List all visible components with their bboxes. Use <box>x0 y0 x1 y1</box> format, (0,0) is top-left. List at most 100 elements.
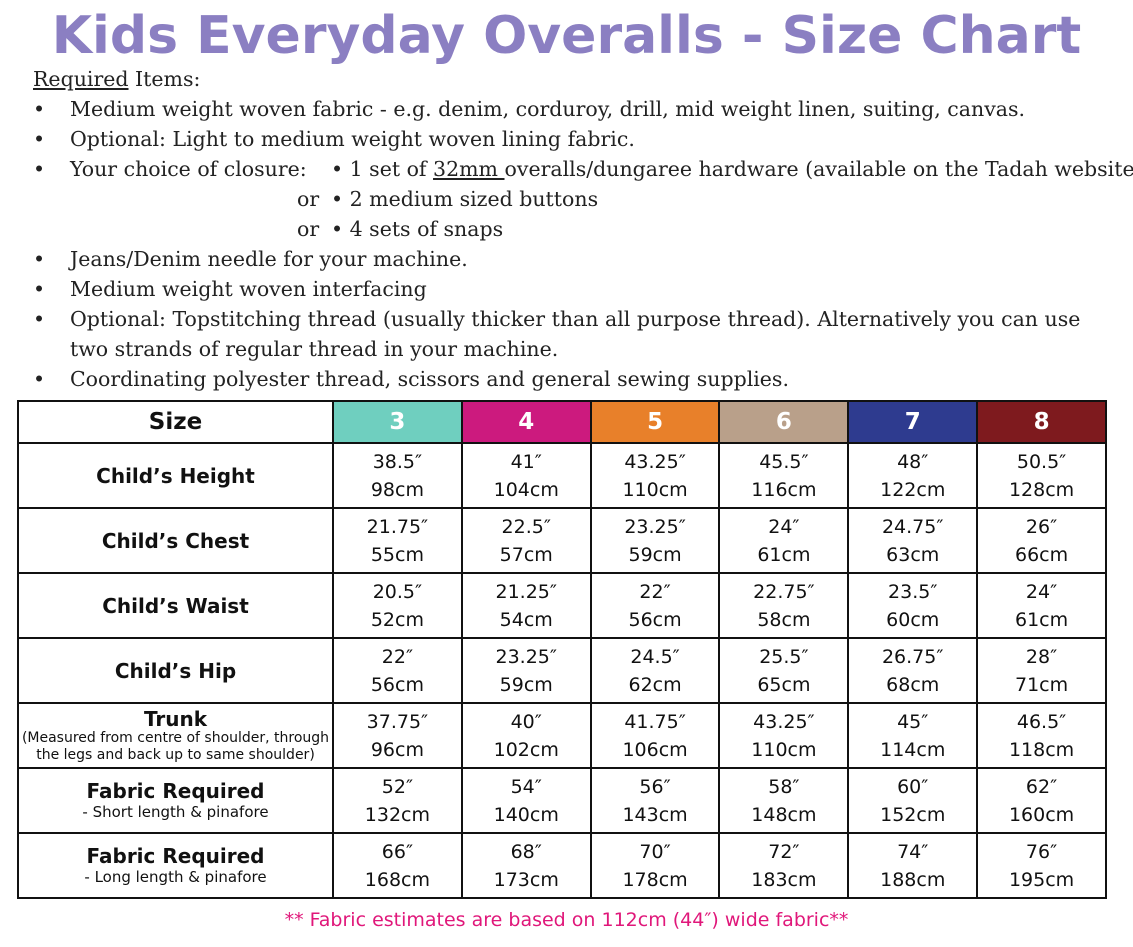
table-cell: 26.75″ 68cm <box>847 637 979 704</box>
cell-cm: 52cm <box>370 608 424 631</box>
cell-inches: 43.25″ <box>624 450 686 473</box>
cell-cm: 110cm <box>622 478 688 501</box>
bullet-icon: • <box>33 97 46 121</box>
cell-inches: 52″ <box>381 775 414 798</box>
row-label: Child’s Chest <box>17 507 334 574</box>
table-cell: 68″ 173cm <box>460 832 592 899</box>
cell-inches: 22.5″ <box>501 515 551 538</box>
page-title: Kids Everyday Overalls - Size Chart <box>51 6 1082 66</box>
table-cell: 72″ 183cm <box>718 832 850 899</box>
table-cell: 22.75″ 58cm <box>718 572 850 639</box>
table-cell: 66″ 168cm <box>332 832 463 899</box>
heading-underlined: Required <box>33 67 129 91</box>
size-3-header: 3 <box>332 400 463 444</box>
cell-cm: 71cm <box>1015 673 1069 696</box>
table-cell: 48″ 122cm <box>847 442 979 509</box>
table-cell: 38.5″ 98cm <box>332 442 463 509</box>
table-cell: 22″ 56cm <box>332 637 463 704</box>
cell-inches: 22.75″ <box>753 580 815 603</box>
cell-inches: 45″ <box>897 710 929 733</box>
size-header-label: Size <box>17 400 334 444</box>
row-label: Fabric Required - Long length & pinafore <box>17 832 334 899</box>
closure-row-3: or • 4 sets of snaps <box>33 214 1123 244</box>
table-cell: 22.5″ 57cm <box>460 507 592 574</box>
cell-inches: 54″ <box>510 775 542 798</box>
size-7-header: 7 <box>847 400 979 444</box>
cell-cm: 61cm <box>1015 608 1069 631</box>
bullet-icon: • <box>33 307 46 331</box>
cell-inches: 23.25″ <box>495 645 557 668</box>
size-4-header: 4 <box>460 400 592 444</box>
row-label-text: Fabric Required <box>86 843 265 868</box>
cell-cm: 140cm <box>493 803 559 826</box>
cell-inches: 23.5″ <box>888 580 938 603</box>
cell-cm: 59cm <box>499 673 553 696</box>
cell-inches: 26″ <box>1025 515 1058 538</box>
cell-cm: 104cm <box>493 478 559 501</box>
closure-label: Your choice of closure: <box>70 157 307 181</box>
cell-cm: 148cm <box>751 803 817 826</box>
cell-cm: 60cm <box>886 608 940 631</box>
cell-cm: 195cm <box>1008 868 1075 891</box>
item-text: Medium weight woven interfacing <box>70 277 427 301</box>
table-cell: 43.25″ 110cm <box>589 442 721 509</box>
cell-inches: 24.5″ <box>630 645 680 668</box>
cell-cm: 96cm <box>370 738 424 761</box>
table-cell: 26″ 66cm <box>976 507 1107 574</box>
cell-inches: 41″ <box>510 450 542 473</box>
row-label-text: Child’s Waist <box>102 593 249 618</box>
closure-item: • Your choice of closure: • 1 set of 32m… <box>33 154 1133 244</box>
table-cell: 50.5″ 128cm <box>976 442 1107 509</box>
table-cell: 24.5″ 62cm <box>589 637 721 704</box>
table-cell: 24″ 61cm <box>718 507 850 574</box>
cell-cm: 143cm <box>622 803 688 826</box>
list-item: • Medium weight woven interfacing <box>33 274 1123 304</box>
table-cell: 23.25″ 59cm <box>589 507 721 574</box>
cell-cm: 54cm <box>499 608 553 631</box>
heading-rest: Items: <box>128 67 201 91</box>
closure-option-size: 32mm <box>433 157 505 181</box>
table-cell: 43.25″ 110cm <box>718 702 850 769</box>
cell-inches: 58″ <box>768 775 800 798</box>
table-cell: 70″ 178cm <box>589 832 721 899</box>
table-cell: 74″ 188cm <box>847 832 979 899</box>
cell-inches: 50.5″ <box>1016 450 1067 473</box>
closure-row-1: • Your choice of closure: • 1 set of 32m… <box>33 154 1133 184</box>
cell-inches: 24″ <box>1025 580 1058 603</box>
table-cell: 62″ 160cm <box>976 767 1107 834</box>
cell-cm: 152cm <box>880 803 946 826</box>
cell-inches: 41.75″ <box>624 710 686 733</box>
table-cell: 46.5″ 118cm <box>976 702 1107 769</box>
cell-cm: 66cm <box>1015 543 1069 566</box>
size-8-header: 8 <box>976 400 1107 444</box>
size-5-header: 5 <box>589 400 721 444</box>
cell-cm: 178cm <box>622 868 688 891</box>
cell-inches: 45.5″ <box>759 450 809 473</box>
cell-cm: 61cm <box>757 543 811 566</box>
cell-inches: 76″ <box>1025 840 1058 863</box>
size-chart-table: Size 3 4 5 6 7 8 Child’s Height 38.5″ 98cm… <box>17 400 1107 899</box>
table-cell: 22″ 56cm <box>589 572 721 639</box>
list-item: • Jeans/Denim needle for your machine. <box>33 244 1123 274</box>
list-item: • Optional: Topstitching thread (usually … <box>33 304 1123 364</box>
cell-cm: 173cm <box>493 868 559 891</box>
required-items-heading: Required Items: <box>33 64 1123 94</box>
required-items-list: • Medium weight woven fabric - e.g. denim… <box>33 94 1133 394</box>
cell-inches: 48″ <box>897 450 929 473</box>
table-cell: 24.75″ 63cm <box>847 507 979 574</box>
table-cell: 52″ 132cm <box>332 767 463 834</box>
cell-cm: 132cm <box>364 803 431 826</box>
table-cell: 28″ 71cm <box>976 637 1107 704</box>
table-cell: 23.5″ 60cm <box>847 572 979 639</box>
cell-cm: 57cm <box>499 543 553 566</box>
table-cell: 21.75″ 55cm <box>332 507 463 574</box>
row-label-text: Trunk <box>143 706 208 731</box>
cell-cm: 55cm <box>370 543 424 566</box>
table-cell: 54″ 140cm <box>460 767 592 834</box>
cell-inches: 22″ <box>381 645 414 668</box>
size-6-header: 6 <box>718 400 850 444</box>
cell-cm: 58cm <box>757 608 811 631</box>
table-row: Child’s Height 38.5″ 98cm 41″ 104cm 43.25″ 110… <box>17 442 1107 509</box>
row-label-note: (Measured from centre of shoulder, throu… <box>21 729 330 763</box>
table-cell: 21.25″ 54cm <box>460 572 592 639</box>
